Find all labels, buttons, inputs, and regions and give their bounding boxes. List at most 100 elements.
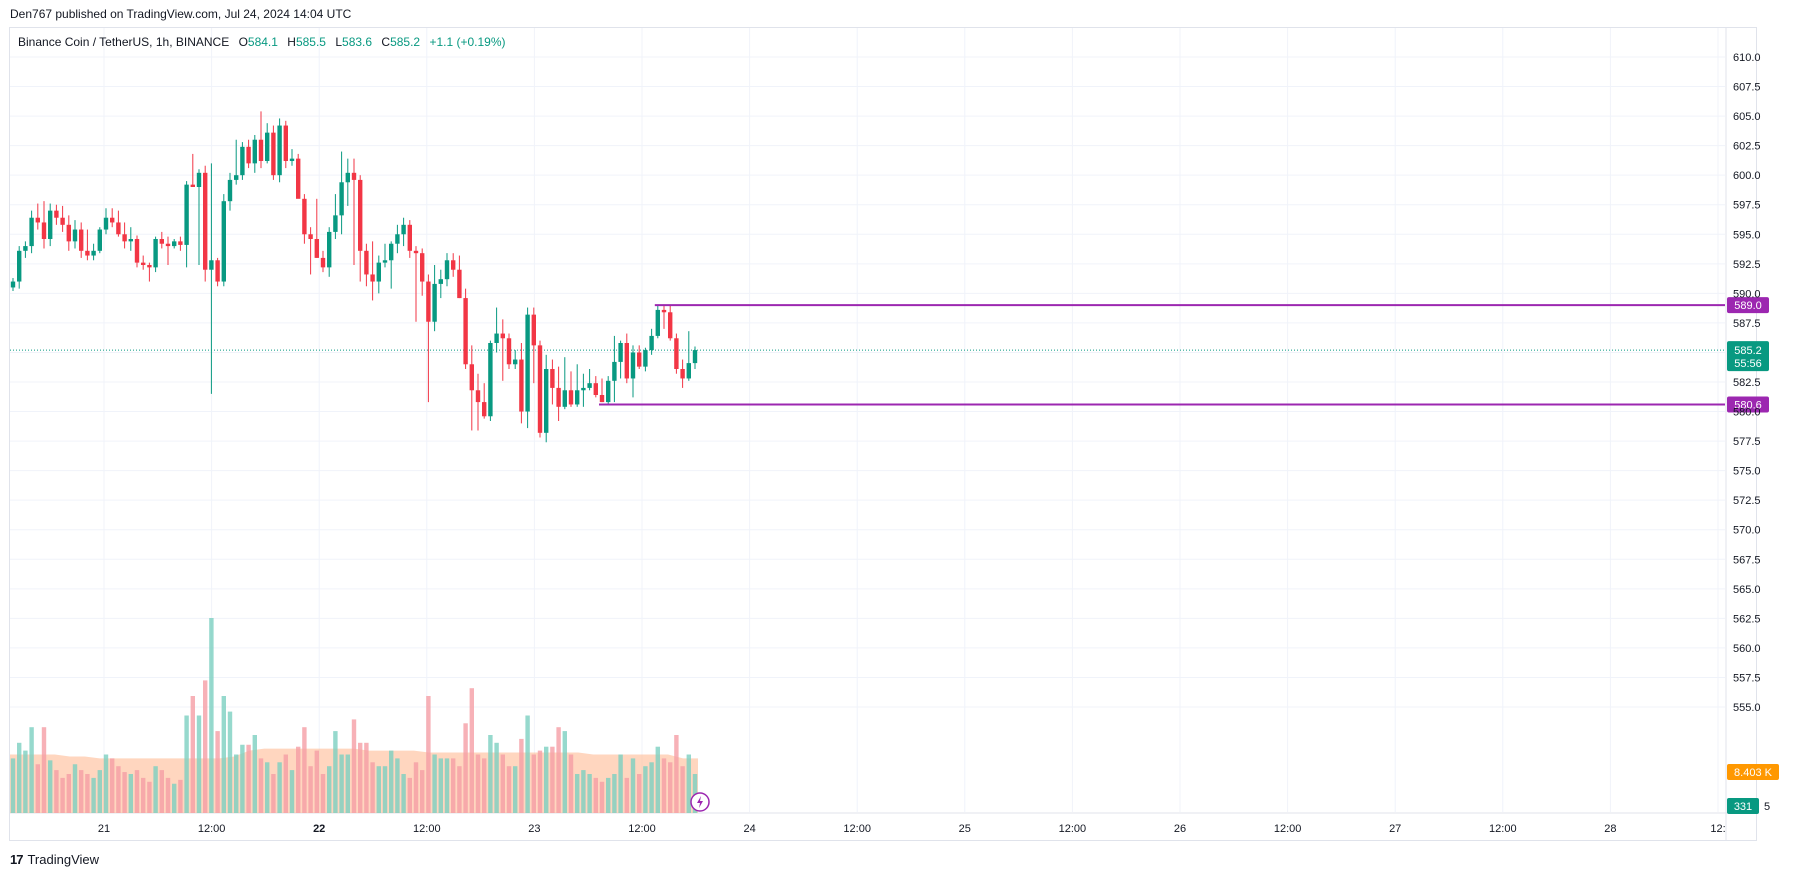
candlestick-chart[interactable]: 589.0580.6 610.0607.5605.0602.5600.0597.… — [0, 0, 1794, 877]
volume-bar — [674, 735, 678, 813]
candle-body — [153, 239, 157, 267]
candle-body — [649, 336, 653, 350]
candle-body — [693, 350, 697, 363]
volume-bar — [172, 784, 176, 813]
candle-body — [73, 230, 77, 242]
candle-body — [488, 343, 492, 416]
time-tick-label: 12:00 — [198, 823, 226, 835]
candle-body — [321, 258, 325, 267]
volume-bar — [339, 755, 343, 814]
candle-body — [420, 253, 424, 281]
close-label: C — [381, 35, 390, 49]
candle-body — [17, 251, 21, 282]
volume-bar — [656, 747, 660, 813]
volume-bar — [352, 719, 356, 813]
candle-body — [612, 362, 616, 381]
price-tick-label: 572.5 — [1733, 495, 1761, 507]
candle-body — [160, 239, 164, 244]
candle-body — [401, 225, 405, 234]
volume-bar — [228, 712, 232, 813]
candle-body — [197, 173, 201, 187]
volume-bar — [135, 770, 139, 813]
volume-bar — [265, 762, 269, 813]
price-tick-label: 565.0 — [1733, 584, 1761, 596]
volume-ma-label: 8.403 K — [1734, 767, 1773, 779]
footer: 17 TradingView — [10, 852, 99, 867]
volume-bar — [662, 758, 666, 813]
volume-bar — [271, 774, 275, 813]
volume-bar — [494, 743, 498, 813]
volume-bar — [67, 774, 71, 813]
high-label: H — [287, 35, 296, 49]
horizontal-levels[interactable]: 589.0 580.6 — [599, 297, 1769, 412]
candle-body — [637, 352, 641, 366]
volume-bar — [36, 764, 40, 813]
candle-body — [240, 147, 244, 175]
volume-bar — [346, 755, 350, 814]
high-value: 585.5 — [296, 35, 326, 49]
candle-body — [594, 383, 598, 395]
volume-bar — [600, 782, 604, 813]
volume-bar — [11, 758, 15, 813]
price-tick-label: 607.5 — [1733, 82, 1761, 94]
candle-body — [352, 173, 356, 180]
time-tick-label: 25 — [959, 823, 971, 835]
candle-body — [389, 244, 393, 261]
candle-body — [48, 211, 52, 239]
open-label: O — [239, 35, 248, 49]
volume-bar — [290, 770, 294, 813]
volume-bar — [116, 766, 120, 813]
candle-body — [519, 360, 523, 412]
volume-bar — [215, 731, 219, 813]
volume-bar — [85, 774, 89, 813]
volume-bar — [507, 766, 511, 813]
candle-body — [42, 222, 46, 239]
volume-bar — [482, 758, 486, 813]
symbol-legend: Binance Coin / TetherUS, 1h, BINANCE O58… — [18, 35, 506, 49]
candle-body — [618, 343, 622, 362]
candle-body — [569, 390, 573, 404]
volume-bar — [277, 762, 281, 813]
tradingview-logo-text: TradingView — [27, 852, 99, 867]
price-tick-label: 577.5 — [1733, 436, 1761, 448]
volume-bar — [575, 774, 579, 813]
candle-body — [141, 263, 145, 265]
candle-body — [60, 218, 64, 225]
close-value: 585.2 — [390, 35, 420, 49]
candle-body — [98, 230, 102, 251]
candle-body — [674, 338, 678, 369]
volume-axis-tail: 5 — [1764, 801, 1770, 813]
price-tick-label: 610.0 — [1733, 52, 1761, 64]
volume-bar — [389, 751, 393, 813]
candle-body — [296, 159, 300, 199]
candle-body — [662, 310, 666, 312]
candle-body — [308, 234, 312, 239]
candle-body — [426, 282, 430, 322]
volume-bar — [296, 747, 300, 813]
volume-bar — [401, 774, 405, 813]
candle-body — [631, 352, 635, 378]
volume-bar — [544, 747, 548, 813]
candle-body — [383, 260, 387, 262]
volume-bar — [519, 739, 523, 813]
volume-bar — [581, 770, 585, 813]
price-tick-label: 560.0 — [1733, 643, 1761, 655]
time-tick-label: 12: — [1710, 823, 1725, 835]
candle-body — [507, 338, 511, 364]
volume-bar — [668, 762, 672, 813]
volume-bar — [73, 764, 77, 813]
candle-body — [36, 218, 40, 223]
candle-body — [67, 225, 71, 242]
price-tick-label: 605.0 — [1733, 111, 1761, 123]
volume-bar — [377, 766, 381, 813]
volume-bar — [48, 760, 52, 813]
time-axis[interactable]: 21 12:00 22 12:00 23 12:00 24 12:00 25 12:00 26 12:… — [98, 823, 1726, 835]
volume-bar — [569, 755, 573, 814]
volume-bar — [414, 762, 418, 813]
volume-bar — [178, 780, 182, 813]
volume-bar — [637, 774, 641, 813]
price-tick-label: 555.0 — [1733, 702, 1761, 714]
price-tick-label: 562.5 — [1733, 613, 1761, 625]
volume-bar — [315, 751, 319, 813]
price-axis[interactable]: 610.0 607.5 605.0 602.5 600.0 597.5 595.0 592.5… — [691, 52, 1779, 814]
